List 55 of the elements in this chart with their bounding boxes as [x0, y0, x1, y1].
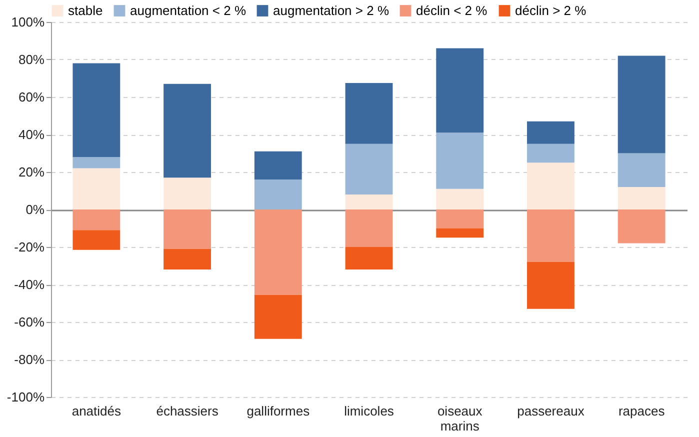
y-tick-label: 60%	[18, 90, 45, 104]
bar	[527, 144, 574, 163]
bar	[254, 210, 302, 295]
bar	[436, 132, 484, 189]
bar	[72, 157, 120, 168]
bar	[72, 63, 120, 157]
bar	[618, 153, 666, 187]
bar	[436, 48, 484, 133]
bar	[164, 178, 211, 210]
bar	[164, 84, 211, 178]
bar	[164, 248, 211, 270]
x-tick-label: galliformes	[246, 404, 310, 418]
bar	[527, 210, 574, 262]
y-tick-label: -40%	[14, 277, 45, 292]
x-tick-label: échassiers	[156, 404, 219, 418]
bar	[618, 56, 666, 154]
y-tick-label: 40%	[18, 127, 45, 142]
x-tick-label: anatidés	[72, 404, 122, 418]
legend-label: déclin < 2 %	[416, 2, 488, 18]
bar	[527, 262, 574, 309]
x-tick-label: rapaces	[618, 404, 666, 418]
bar	[345, 144, 393, 194]
y-tick-label: -20%	[14, 240, 45, 254]
bar	[164, 210, 211, 249]
legend-label: augmentation > 2 %	[273, 2, 390, 18]
bar	[345, 194, 393, 210]
y-tick-label: 20%	[18, 164, 45, 180]
y-tick-label: -80%	[14, 352, 45, 367]
y-tick-label: -60%	[14, 314, 45, 330]
legend-label: déclin > 2 %	[515, 2, 587, 18]
y-tick-label: 80%	[18, 52, 45, 67]
bar	[345, 210, 393, 247]
bar	[436, 188, 484, 210]
y-tick-label: 100%	[11, 14, 45, 30]
bar	[254, 180, 302, 210]
legend-label: augmentation < 2 %	[130, 2, 246, 18]
bar	[72, 210, 120, 230]
legend-label: stable	[68, 2, 103, 18]
bar	[436, 228, 484, 238]
x-tick-label: oiseaux marins	[437, 404, 483, 434]
x-tick-label: limicoles	[344, 404, 394, 418]
y-tick-label: -100%	[6, 390, 45, 404]
bar	[72, 230, 120, 250]
bar	[618, 210, 666, 244]
bar	[527, 162, 574, 210]
bar	[618, 187, 666, 210]
bar	[436, 210, 484, 228]
x-tick-label: passereaux	[517, 404, 585, 418]
bar	[345, 247, 393, 270]
bar	[345, 82, 393, 144]
bar	[527, 121, 574, 144]
bar	[254, 294, 302, 339]
bar	[254, 151, 302, 180]
y-tick-label: 0%	[26, 202, 45, 217]
bar	[72, 168, 120, 210]
